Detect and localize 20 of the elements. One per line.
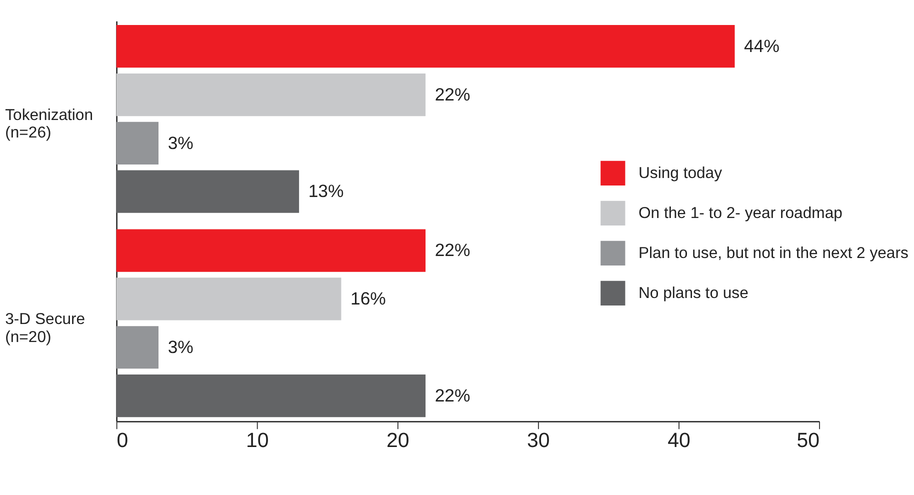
data-label: 3% bbox=[168, 132, 194, 153]
legend-label: Using today bbox=[638, 164, 722, 182]
y-tick-label: 3-D Secure (n=20) bbox=[5, 311, 86, 346]
data-label: 44% bbox=[744, 36, 780, 56]
legend-label: No plans to use bbox=[638, 284, 749, 302]
x-tick-label: 30 bbox=[527, 428, 550, 452]
data-label: 3% bbox=[168, 336, 194, 357]
data-label: 22% bbox=[434, 240, 471, 260]
legend-label: Plan to use, but not in the next 2 years bbox=[638, 244, 908, 262]
x-tick-label: 0 bbox=[116, 428, 128, 452]
data-label: 22% bbox=[434, 385, 471, 406]
x-tick-label: 20 bbox=[386, 428, 410, 452]
y-tick-label: Tokenization (n=26) bbox=[5, 106, 94, 142]
legend-label: On the 1- to 2- year roadmap bbox=[638, 204, 843, 222]
x-tick-label: 50 bbox=[796, 428, 820, 452]
data-label: 16% bbox=[350, 288, 386, 309]
data-label: 22% bbox=[434, 84, 471, 104]
x-tick-label: 40 bbox=[668, 428, 690, 452]
x-tick-label: 10 bbox=[246, 428, 269, 452]
data-label: 13% bbox=[308, 181, 344, 202]
